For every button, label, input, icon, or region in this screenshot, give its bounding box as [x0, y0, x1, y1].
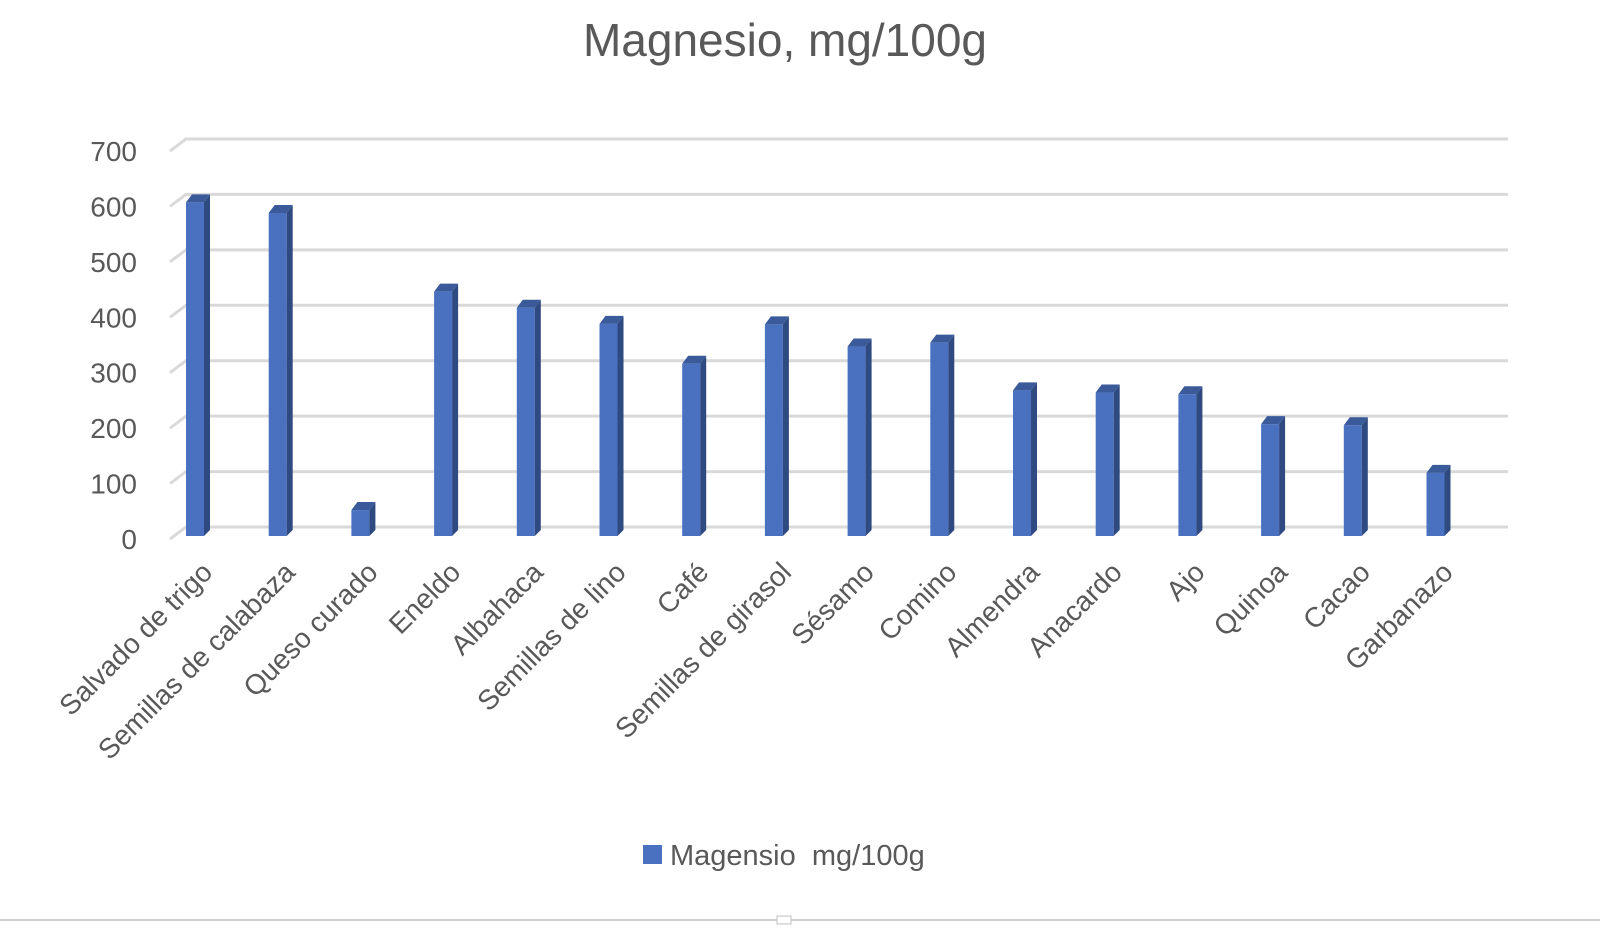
x-tick-label: Salvado de trigo	[53, 556, 218, 721]
bar-front	[1013, 390, 1031, 536]
bar-front	[764, 324, 783, 536]
x-tick-label: Café	[651, 556, 715, 620]
bars	[186, 194, 1451, 536]
bar	[516, 299, 541, 536]
gridline	[169, 303, 1508, 319]
x-tick-label: Quinoa	[1208, 556, 1294, 642]
bar-front	[516, 307, 535, 536]
bar-side	[534, 299, 541, 536]
bar-front	[930, 342, 949, 536]
bar-top	[1013, 382, 1037, 391]
bar	[434, 283, 459, 536]
x-tick-label: Ajo	[1160, 556, 1211, 607]
resize-handle[interactable]	[776, 915, 792, 925]
x-tick-label: Sésamo	[785, 556, 880, 651]
bar-side	[1113, 384, 1120, 536]
bar-side	[1196, 386, 1203, 536]
bar-top	[1261, 416, 1286, 425]
bar-front	[1178, 394, 1197, 536]
bar-side	[617, 315, 624, 536]
bar	[1095, 384, 1120, 536]
bar-top	[764, 316, 789, 325]
gridline	[169, 359, 1508, 374]
y-tick-label: 100	[90, 469, 137, 500]
bar	[599, 315, 624, 536]
bar-top	[930, 334, 955, 343]
bar-top	[351, 502, 376, 511]
bar-top	[434, 283, 459, 292]
bar-front	[1261, 424, 1280, 536]
bar	[268, 204, 293, 536]
bar	[764, 316, 789, 536]
bar-top	[847, 338, 872, 347]
bar	[1261, 416, 1286, 536]
bar-top	[268, 204, 293, 213]
bar-top	[516, 299, 541, 308]
bar-side	[948, 334, 955, 536]
bar-top	[599, 315, 624, 324]
y-tick-label: 0	[121, 524, 137, 555]
gridlines	[169, 137, 1508, 541]
x-tick-label: Semillas de lino	[471, 556, 632, 717]
gridline	[169, 248, 1508, 264]
bar-front	[847, 346, 866, 536]
bar	[351, 502, 376, 536]
y-tick-label: 300	[90, 358, 137, 389]
bar-top	[186, 194, 210, 203]
bar-front	[1095, 392, 1114, 536]
y-tick-label: 400	[90, 302, 137, 333]
bar-side	[369, 502, 376, 536]
bar-side	[1444, 464, 1451, 536]
bar-side	[452, 283, 459, 536]
gridline	[169, 470, 1508, 485]
x-tick-label: Cacao	[1297, 556, 1376, 635]
legend-label: Magensio mg/100g	[670, 840, 925, 872]
bar	[1426, 464, 1451, 536]
gridline	[169, 414, 1508, 430]
bar-top	[1343, 417, 1368, 426]
bar	[682, 355, 707, 536]
chart-title: Magnesio, mg/100g	[583, 14, 987, 66]
bar-front	[1343, 425, 1362, 536]
y-tick-label: 500	[90, 247, 137, 278]
gridline	[169, 192, 1508, 208]
bar	[847, 338, 872, 536]
bar-front	[268, 212, 287, 536]
bar	[1013, 382, 1037, 536]
bar-top	[1426, 464, 1451, 473]
bar-side	[1031, 382, 1037, 536]
bar-side	[1279, 416, 1286, 536]
bar-front	[186, 202, 204, 536]
bar-front	[682, 363, 701, 536]
legend: Magensio mg/100g	[643, 840, 925, 872]
bar	[1343, 417, 1368, 536]
y-axis-ticks: 0 100 200 300 400 500 600 700	[90, 136, 137, 555]
legend-swatch	[643, 845, 662, 864]
bar	[1178, 386, 1203, 536]
bar-side	[700, 355, 707, 536]
bar-side	[204, 194, 210, 536]
y-tick-label: 600	[90, 191, 137, 222]
bar-side	[1361, 417, 1368, 536]
y-tick-label: 700	[90, 136, 137, 167]
bar-front	[351, 510, 370, 536]
y-tick-label: 200	[90, 413, 137, 444]
bar	[186, 194, 210, 536]
bar-front	[1426, 472, 1445, 536]
bar-top	[1178, 386, 1203, 395]
bar-side	[865, 338, 872, 536]
gridline	[169, 137, 1508, 153]
bar-top	[1095, 384, 1120, 393]
bar-top	[682, 355, 707, 364]
bar-front	[434, 291, 453, 536]
bar-side	[782, 316, 789, 536]
x-tick-label: Eneldo	[383, 556, 467, 640]
bar-side	[286, 204, 293, 536]
bar-front	[599, 323, 618, 536]
bar	[930, 334, 955, 536]
